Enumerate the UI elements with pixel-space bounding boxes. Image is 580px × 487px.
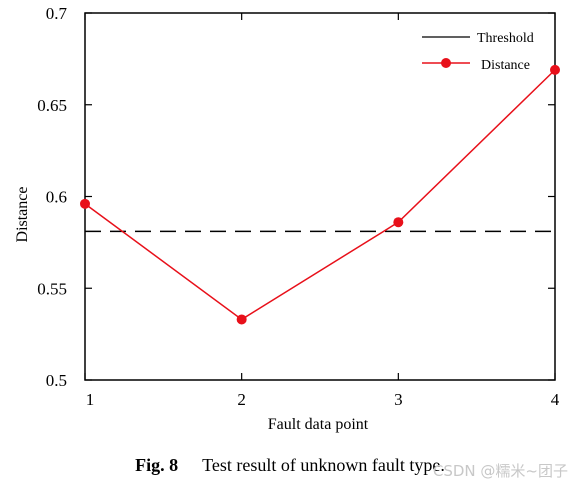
y-tick-label: 0.55 xyxy=(37,279,67,298)
data-point xyxy=(236,314,247,325)
legend-distance-marker xyxy=(441,58,451,68)
x-tick-label: 4 xyxy=(551,390,560,409)
figure-caption: Fig. 8 Test result of unknown fault type. xyxy=(0,455,580,476)
y-tick-label: 0.65 xyxy=(37,96,67,115)
x-tick-label: 1 xyxy=(86,390,95,409)
y-tick-label: 0.5 xyxy=(46,371,67,390)
data-point xyxy=(80,198,90,209)
y-tick-label: 0.6 xyxy=(46,188,67,207)
legend-threshold-label: Threshold xyxy=(477,31,534,46)
x-tick-label: 2 xyxy=(237,390,246,409)
legend-distance-label: Distance xyxy=(481,58,530,73)
data-point xyxy=(550,64,560,75)
caption-text: Test result of unknown fault type. xyxy=(202,455,445,475)
x-axis-title: Fault data point xyxy=(268,416,369,433)
watermark: CSDN @糯米~团子 xyxy=(432,462,568,480)
data-point xyxy=(393,217,404,228)
plot-area: 0.5 0.55 0.6 0.65 0.7 1 2 3 4 Fault data point Dis… xyxy=(14,4,560,433)
caption-label: Fig. 8 xyxy=(135,455,179,475)
y-tick-label: 0.7 xyxy=(46,4,68,23)
y-axis-title: Distance xyxy=(14,187,31,243)
series-line-distance xyxy=(84,69,556,321)
x-tick-label: 3 xyxy=(394,390,403,409)
